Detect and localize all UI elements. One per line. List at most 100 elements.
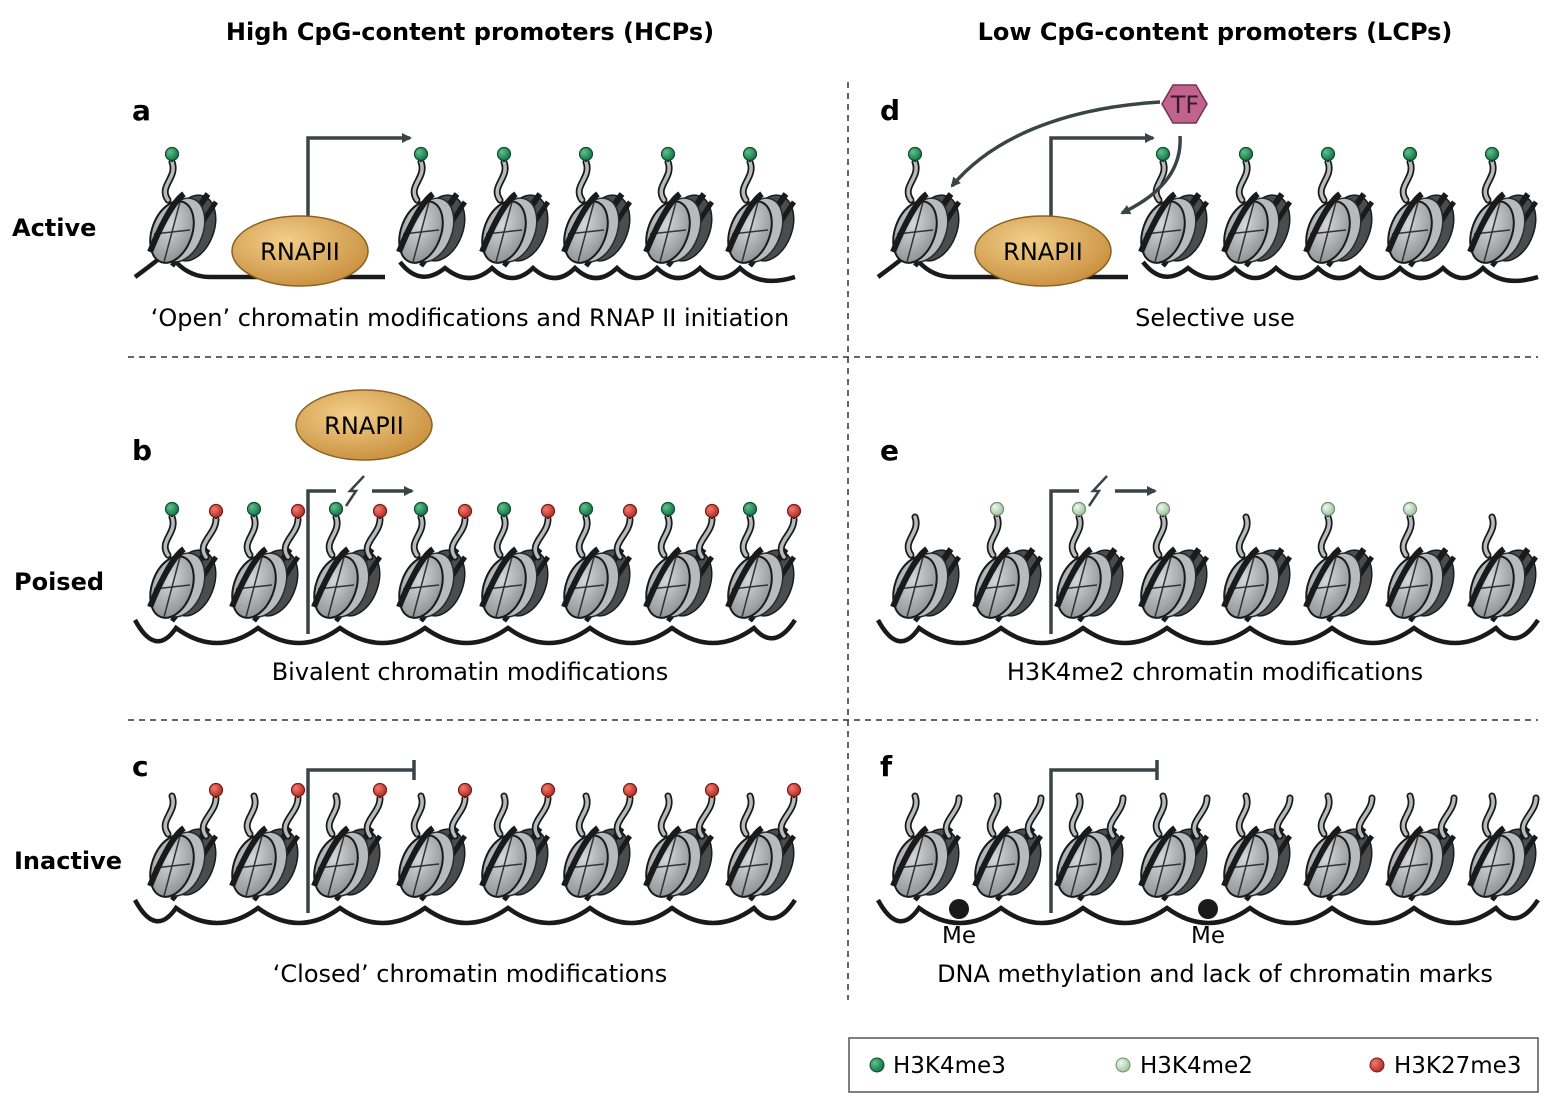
caption-d: Selective use xyxy=(1135,304,1295,332)
nucleosome-f-1 xyxy=(890,792,963,902)
caption-b: Bivalent chromatin modifications xyxy=(272,658,669,686)
rnapii-b: RNAPII xyxy=(295,389,433,461)
nucleosome-c-5 xyxy=(479,782,556,902)
nucleosome-c-4 xyxy=(396,782,473,902)
row-label-poised: Poised xyxy=(14,568,104,596)
tf-hexagon: TF xyxy=(1161,84,1208,124)
nucleosome-b-3 xyxy=(311,501,388,623)
column-title-hcp: High CpG-content promoters (HCPs) xyxy=(226,18,714,46)
rnapii-label-a: RNAPII xyxy=(260,238,340,266)
nucleosome-e-5 xyxy=(1221,513,1293,623)
legend: H3K4me3 H3K4me2 H3K27me3 xyxy=(848,1037,1539,1093)
legend-label-h3k4me2: H3K4me2 xyxy=(1140,1053,1253,1079)
panel-d: RNAPII TF Selective use xyxy=(950,84,1295,332)
dna-strand-b xyxy=(133,618,797,646)
nucleosome-f-5 xyxy=(1221,792,1294,902)
panel-letter-e: e xyxy=(880,434,899,467)
nucleosome-e-2 xyxy=(972,501,1044,623)
nucleosome-a-5 xyxy=(643,146,715,268)
rnapii-label-d: RNAPII xyxy=(1003,238,1083,266)
nucleosome-a-1 xyxy=(147,146,219,268)
tf-arrow-right xyxy=(1120,135,1182,215)
nucleosome-b-5 xyxy=(479,501,556,623)
dna-strand-f xyxy=(876,898,1540,926)
methyl-label-1: Me xyxy=(942,923,976,949)
rnapii-a: RNAPII xyxy=(231,215,369,287)
tss-arrow-b xyxy=(306,491,412,634)
nucleosome-e-4 xyxy=(1138,501,1210,623)
panel-letter-f: f xyxy=(880,750,893,783)
panel-letter-c: c xyxy=(132,750,149,783)
caption-c: ‘Closed’ chromatin modifications xyxy=(273,960,667,988)
nucleosome-f-2 xyxy=(972,792,1045,902)
nucleosome-a-4 xyxy=(561,146,633,268)
nucleosome-b-2 xyxy=(229,501,306,623)
panel-a: RNAPII ‘Open’ chromatin modifications an… xyxy=(151,133,790,332)
rnapii-label-b: RNAPII xyxy=(324,412,404,440)
legend-box xyxy=(848,1037,1539,1093)
dna-strand-e xyxy=(876,618,1540,646)
nucleosome-c-3 xyxy=(311,782,388,902)
panel-e: H3K4me2 chromatin modifications xyxy=(1007,475,1423,686)
stall-mark-b xyxy=(344,475,365,507)
nucleosome-b-8 xyxy=(725,501,802,623)
nucleosome-c-1 xyxy=(147,782,224,902)
nucleosome-a-2 xyxy=(396,146,468,268)
dna-strand-c xyxy=(133,898,797,926)
panel-f: Me Me DNA methylation and lack of chroma… xyxy=(937,760,1493,988)
legend-label-h3k27me3: H3K27me3 xyxy=(1394,1053,1521,1079)
panel-letter-b: b xyxy=(132,434,152,467)
nucleosome-c-6 xyxy=(561,782,638,902)
nucleosome-d-4 xyxy=(1303,146,1375,268)
legend-swatch-h3k27me3 xyxy=(1369,1057,1385,1073)
nucleosome-f-4 xyxy=(1138,792,1211,902)
tss-blocked-f xyxy=(1049,760,1159,913)
nucleosome-d-2 xyxy=(1138,146,1210,268)
dna-strand-d xyxy=(876,256,1539,284)
caption-e: H3K4me2 chromatin modifications xyxy=(1007,658,1423,686)
nucleosome-e-8 xyxy=(1467,513,1539,623)
row-label-inactive: Inactive xyxy=(14,847,122,875)
nucleosome-a-3 xyxy=(479,146,551,268)
panel-c: ‘Closed’ chromatin modifications xyxy=(273,760,667,988)
legend-swatch-h3k4me3 xyxy=(869,1057,885,1073)
methyl-label-2: Me xyxy=(1191,923,1225,949)
tf-arrow-left xyxy=(950,100,1161,188)
nucleosome-b-1 xyxy=(147,501,224,623)
nucleosome-b-6 xyxy=(561,501,638,623)
stall-mark-e xyxy=(1087,475,1108,507)
nucleosome-c-2 xyxy=(229,782,306,902)
nucleosome-e-3 xyxy=(1054,501,1126,623)
nucleosome-e-6 xyxy=(1303,501,1375,623)
nucleosome-e-7 xyxy=(1385,501,1457,623)
panel-letter-d: d xyxy=(880,94,900,127)
nucleosome-a-6 xyxy=(725,146,797,268)
nucleosome-c-7 xyxy=(643,782,720,902)
caption-a: ‘Open’ chromatin modifications and RNAP … xyxy=(151,304,790,332)
panel-letter-a: a xyxy=(132,94,151,127)
dna-methyl-dot-2 xyxy=(1198,899,1218,919)
column-title-lcp: Low CpG-content promoters (LCPs) xyxy=(978,18,1453,46)
nucleosome-f-3 xyxy=(1054,792,1127,902)
nucleosome-b-7 xyxy=(643,501,720,623)
dna-strand-a xyxy=(133,256,796,284)
caption-f: DNA methylation and lack of chromatin ma… xyxy=(937,960,1493,988)
legend-swatch-h3k4me2 xyxy=(1115,1057,1131,1073)
tss-blocked-c xyxy=(306,760,416,913)
tf-label: TF xyxy=(1170,91,1199,119)
dna-methyl-dot-1 xyxy=(949,899,969,919)
row-label-active: Active xyxy=(12,214,96,242)
nucleosome-d-3 xyxy=(1221,146,1293,268)
nucleosome-f-6 xyxy=(1303,792,1376,902)
nucleosome-b-4 xyxy=(396,501,473,623)
nucleosome-f-8 xyxy=(1467,792,1540,902)
nucleosome-d-1 xyxy=(890,146,962,268)
rnapii-d: RNAPII xyxy=(974,215,1112,287)
nucleosome-c-8 xyxy=(725,782,802,902)
tss-arrow-e xyxy=(1049,491,1155,634)
nucleosome-f-7 xyxy=(1385,792,1458,902)
panel-b: RNAPII Bivalent chromatin modifications xyxy=(272,389,669,686)
nucleosome-d-5 xyxy=(1385,146,1457,268)
nucleosome-e-1 xyxy=(890,513,962,623)
